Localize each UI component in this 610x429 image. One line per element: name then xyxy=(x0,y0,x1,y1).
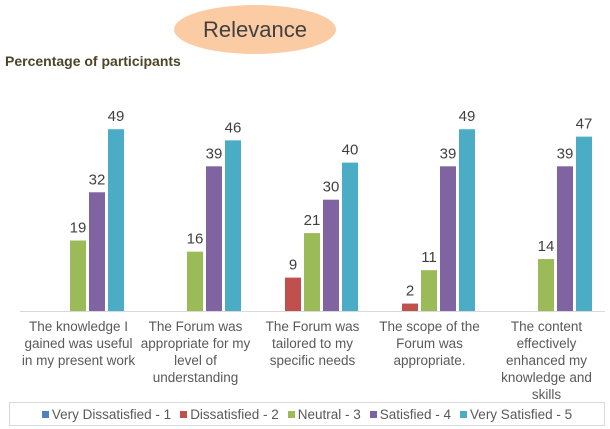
data-label: 49 xyxy=(459,108,476,125)
legend-item: Very Satisfied - 5 xyxy=(460,407,572,422)
x-tick-label: The Forum was tailored to my specific ne… xyxy=(265,319,360,368)
legend-swatch xyxy=(287,410,295,418)
data-label: 49 xyxy=(108,108,125,125)
chart-title: Relevance xyxy=(174,5,336,54)
legend-label: Dissatisfied - 2 xyxy=(190,406,279,422)
data-label: 40 xyxy=(342,142,359,159)
legend-item: Very Dissatisfied - 1 xyxy=(41,406,172,422)
data-label: 39 xyxy=(440,145,457,162)
data-label: 21 xyxy=(304,212,321,229)
x-tick-label: The content effectively enhanced my know… xyxy=(501,319,592,402)
data-label: 39 xyxy=(557,145,574,162)
data-label: 14 xyxy=(538,238,555,255)
legend-item: Dissatisfied - 2 xyxy=(180,407,279,422)
bar xyxy=(459,129,475,311)
x-tick-label: The Forum was appropriate for my level o… xyxy=(140,319,251,385)
legend-label: Satisfied - 4 xyxy=(379,406,452,422)
data-label: 46 xyxy=(225,119,242,136)
y-axis-label: Percentage of participants xyxy=(5,53,181,69)
bar xyxy=(225,140,241,311)
bar xyxy=(421,270,437,311)
bar xyxy=(206,166,222,311)
data-label: 39 xyxy=(206,145,223,162)
bar xyxy=(285,277,301,311)
legend-label: Neutral - 3 xyxy=(297,406,361,422)
bar xyxy=(402,303,418,311)
bar xyxy=(538,259,554,311)
bar xyxy=(304,233,320,311)
data-label: 9 xyxy=(289,257,297,274)
chart-title-text: Relevance xyxy=(203,16,307,42)
data-label: 32 xyxy=(89,171,106,188)
bar xyxy=(323,199,339,311)
bar xyxy=(108,129,124,311)
bar xyxy=(89,192,105,311)
x-tick-label: The scope of the Forum was appropriate. xyxy=(379,319,480,368)
data-label: 47 xyxy=(576,116,593,133)
legend-item: Neutral - 3 xyxy=(287,406,361,422)
bar xyxy=(576,136,592,311)
bar xyxy=(342,162,358,311)
bar xyxy=(557,166,573,311)
data-label: 30 xyxy=(323,179,340,196)
bar xyxy=(440,166,456,311)
legend-swatch xyxy=(180,410,188,418)
bar xyxy=(187,251,203,311)
legend-swatch xyxy=(369,410,377,418)
legend: Very Dissatisfied - 1 Dissatisfied - 2 Neu… xyxy=(9,402,605,426)
data-label: 2 xyxy=(406,283,414,300)
legend-item: Satisfied - 4 xyxy=(369,406,452,422)
legend-swatch xyxy=(41,410,49,418)
data-label: 16 xyxy=(187,231,204,248)
legend-label: Very Dissatisfied - 1 xyxy=(51,406,172,422)
data-label: 19 xyxy=(70,220,87,237)
legend-swatch xyxy=(460,410,468,418)
bar xyxy=(70,240,86,311)
x-tick-label: The knowledge I gained was useful in my … xyxy=(21,319,136,368)
data-label: 11 xyxy=(421,249,437,266)
legend-label: Very Satisfied - 5 xyxy=(470,406,573,422)
